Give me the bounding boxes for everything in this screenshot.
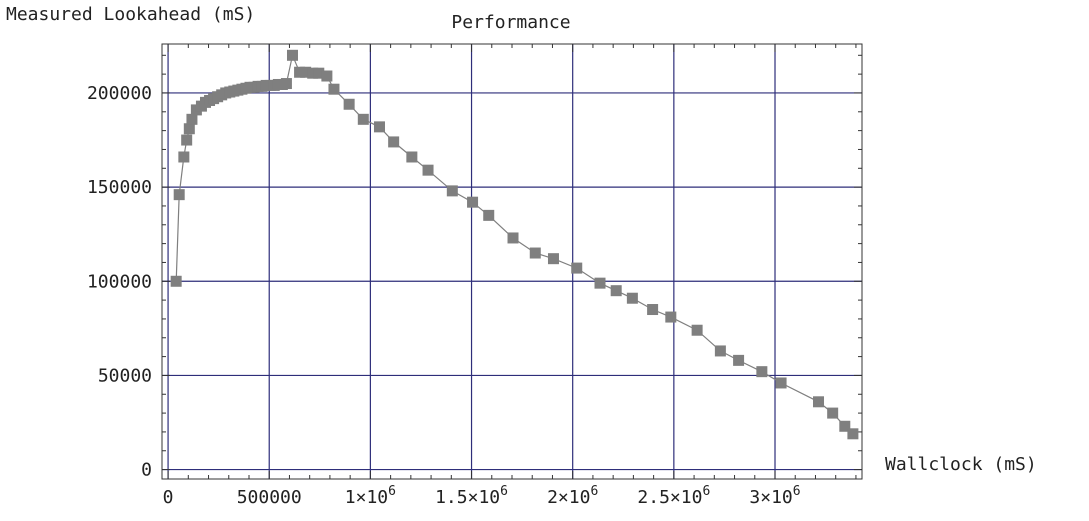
data-point — [186, 113, 198, 125]
data-point — [373, 121, 385, 133]
x-tick-label: 1.5×106 — [435, 484, 508, 508]
tick-labels: 0 500000 1×106 1.5×106 2×106 2.5×106 3×106 0 500… — [87, 83, 801, 508]
data-point — [178, 151, 190, 163]
data-point — [280, 78, 292, 90]
x-tick-label: 1×106 — [345, 484, 396, 508]
data-point — [173, 189, 185, 201]
data-point — [571, 262, 583, 274]
data-point — [446, 185, 458, 197]
data-point — [847, 428, 859, 440]
y-tick-label: 100000 — [87, 271, 152, 292]
data-point — [594, 277, 606, 289]
data-point — [321, 70, 333, 82]
data-point — [691, 324, 703, 336]
x-tick-label: 2×106 — [547, 484, 598, 508]
data-point — [547, 253, 559, 265]
data-point — [827, 407, 839, 419]
data-point — [714, 345, 726, 357]
data-point — [626, 292, 638, 304]
data-point — [610, 285, 622, 297]
data-point — [813, 396, 825, 408]
y-tick-label: 50000 — [98, 365, 152, 386]
data-point — [286, 49, 298, 61]
data-point — [357, 113, 369, 125]
data-point — [733, 354, 745, 366]
data-point — [775, 377, 787, 389]
grid — [162, 44, 862, 479]
y-tick-label: 150000 — [87, 177, 152, 198]
data-point — [467, 196, 479, 208]
x-tick-label: 3×106 — [749, 484, 800, 508]
data-point — [665, 311, 677, 323]
data-point — [507, 232, 519, 244]
data-point — [406, 151, 418, 163]
data-point — [170, 275, 182, 287]
data-point — [422, 164, 434, 176]
series-line — [175, 53, 854, 435]
data-point — [483, 209, 495, 221]
data-point — [756, 366, 768, 378]
y-tick-label: 0 — [141, 460, 152, 481]
x-tick-label: 0 — [163, 487, 174, 508]
data-point — [307, 67, 319, 79]
x-tick-label: 500000 — [237, 487, 302, 508]
chart-title: Performance — [451, 12, 570, 33]
data-point — [181, 134, 193, 146]
data-point — [328, 83, 340, 95]
y-tick-label: 200000 — [87, 83, 152, 104]
data-point — [647, 304, 659, 316]
data-point — [183, 123, 195, 135]
data-point — [300, 66, 312, 78]
y-axis-title: Measured Lookahead (mS) — [6, 4, 255, 25]
x-tick-label: 2.5×106 — [637, 484, 710, 508]
data-point — [313, 67, 325, 79]
data-point — [388, 136, 400, 148]
data-point — [294, 66, 306, 78]
x-axis-title: Wallclock (mS) — [885, 454, 1037, 475]
markers — [170, 49, 859, 440]
data-point — [839, 420, 851, 432]
data-point — [529, 247, 541, 259]
data-point — [343, 98, 355, 110]
plot-frame — [161, 43, 863, 480]
ticks — [162, 44, 862, 479]
